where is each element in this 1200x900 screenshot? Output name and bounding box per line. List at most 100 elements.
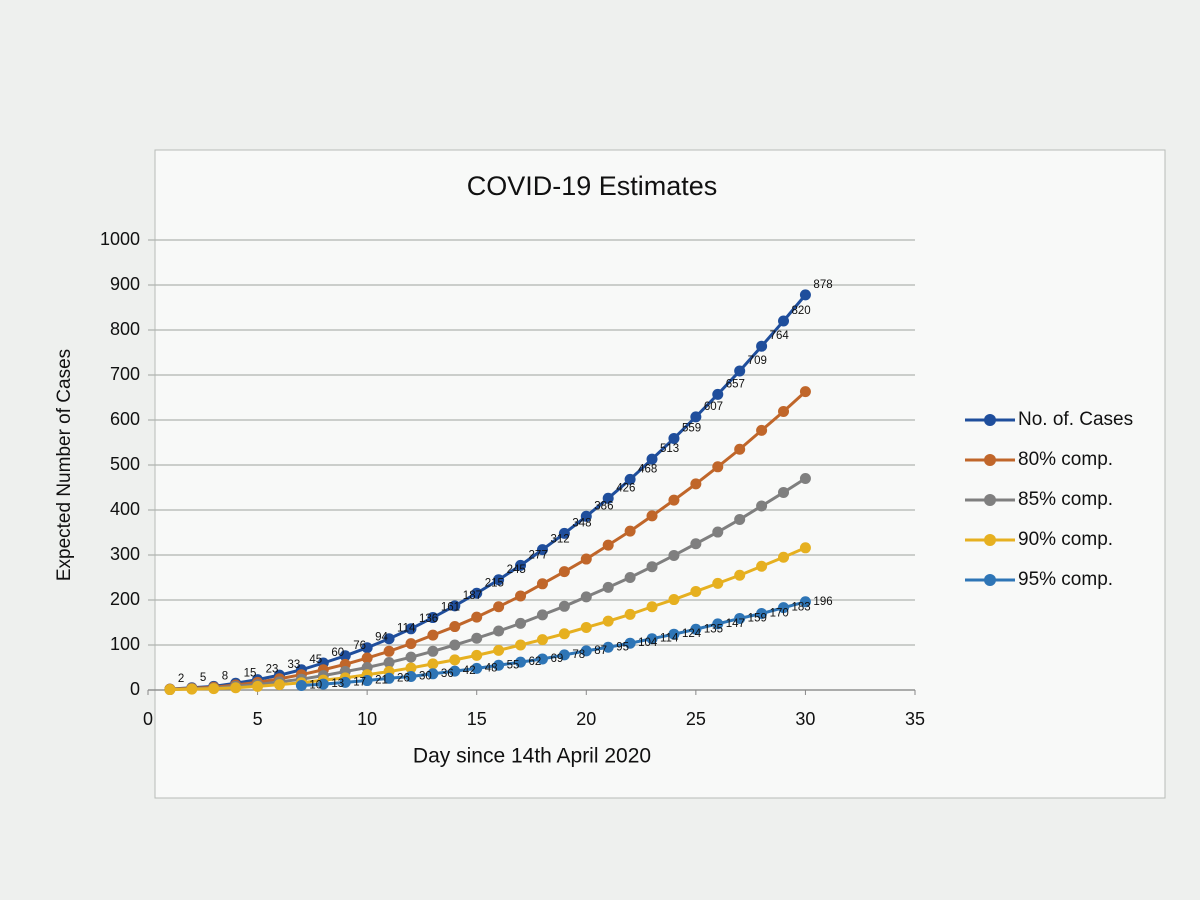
x-tick-label: 15 [467, 709, 487, 729]
data-point [580, 591, 592, 603]
data-point [515, 617, 527, 629]
data-label: 76 [353, 640, 366, 652]
data-point [449, 600, 461, 612]
data-point [756, 608, 768, 619]
data-point [339, 676, 351, 688]
data-label: 55 [507, 659, 520, 671]
data-label: 17 [353, 676, 366, 688]
data-point [427, 629, 439, 641]
data-point [778, 602, 790, 614]
data-label: 135 [704, 623, 723, 635]
data-point [405, 671, 417, 682]
data-label: 21 [375, 675, 388, 687]
legend-marker [984, 494, 996, 506]
data-point [624, 473, 636, 485]
data-point [471, 632, 483, 644]
data-label: 42 [463, 665, 476, 677]
data-point [734, 365, 746, 377]
data-point [558, 527, 570, 539]
data-label: 2 [178, 673, 184, 685]
data-point [383, 672, 395, 684]
data-point [493, 659, 505, 671]
data-label: 215 [485, 577, 504, 589]
data-point [734, 569, 746, 581]
data-label: 60 [331, 647, 344, 659]
data-point [778, 486, 790, 498]
data-label: 468 [638, 463, 657, 475]
data-label: 13 [331, 678, 344, 690]
data-label: 348 [572, 517, 591, 529]
data-point [383, 633, 395, 645]
data-label: 170 [770, 608, 789, 620]
data-point [493, 601, 505, 613]
data-point [515, 656, 527, 668]
data-point [558, 600, 570, 612]
data-point [734, 443, 746, 455]
data-point [756, 424, 768, 436]
data-point [405, 662, 417, 674]
data-point [668, 594, 680, 606]
data-point [493, 625, 505, 637]
data-point [690, 623, 702, 635]
data-point [580, 553, 592, 565]
y-tick-label: 1000 [100, 229, 140, 249]
data-point [668, 549, 680, 561]
data-point [778, 315, 790, 327]
data-point [799, 386, 811, 398]
data-point [427, 658, 439, 670]
data-point [799, 473, 811, 484]
data-point [361, 642, 373, 654]
data-point [230, 682, 242, 694]
y-tick-label: 800 [110, 319, 140, 339]
legend-marker [984, 414, 996, 426]
x-tick-label: 35 [905, 709, 925, 729]
data-label: 245 [507, 564, 526, 576]
data-point [471, 611, 483, 623]
data-point [756, 500, 768, 512]
data-point [515, 590, 527, 602]
legend-label: 90% comp. [1018, 529, 1113, 550]
x-axis-label: Day since 14th April 2020 [413, 745, 651, 768]
legend-label: No. of. Cases [1018, 409, 1133, 430]
data-point [712, 388, 724, 400]
data-label: 104 [638, 637, 658, 649]
data-point [712, 577, 724, 589]
data-point [734, 513, 746, 525]
legend-label: 80% comp. [1018, 449, 1113, 470]
data-point [558, 566, 570, 578]
data-label: 277 [529, 549, 548, 561]
data-label: 187 [463, 590, 482, 602]
data-label: 62 [529, 656, 542, 668]
data-label: 136 [419, 613, 438, 625]
legend-label: 95% comp. [1018, 569, 1113, 590]
data-point [668, 628, 680, 640]
data-point [186, 683, 198, 695]
data-point [383, 657, 395, 669]
data-label: 30 [419, 671, 432, 683]
data-point [536, 544, 548, 556]
data-point [536, 634, 548, 646]
data-label: 161 [441, 602, 460, 614]
data-point [580, 621, 592, 633]
data-label: 36 [441, 668, 454, 680]
chart-area [154, 149, 1166, 799]
y-tick-label: 0 [130, 679, 140, 699]
data-point [449, 639, 461, 651]
data-point [712, 526, 724, 538]
data-point [624, 608, 636, 620]
data-point [602, 492, 614, 504]
data-point [624, 572, 636, 583]
data-label: 15 [244, 667, 257, 679]
data-label: 48 [485, 662, 498, 674]
data-point [602, 641, 614, 653]
data-point [471, 587, 483, 599]
data-point [493, 574, 505, 586]
data-point [602, 581, 614, 593]
data-label: 45 [309, 654, 322, 666]
data-point [624, 637, 636, 649]
data-point [799, 289, 811, 301]
data-point [339, 650, 351, 662]
data-point [471, 662, 483, 674]
data-label: 159 [748, 612, 767, 624]
